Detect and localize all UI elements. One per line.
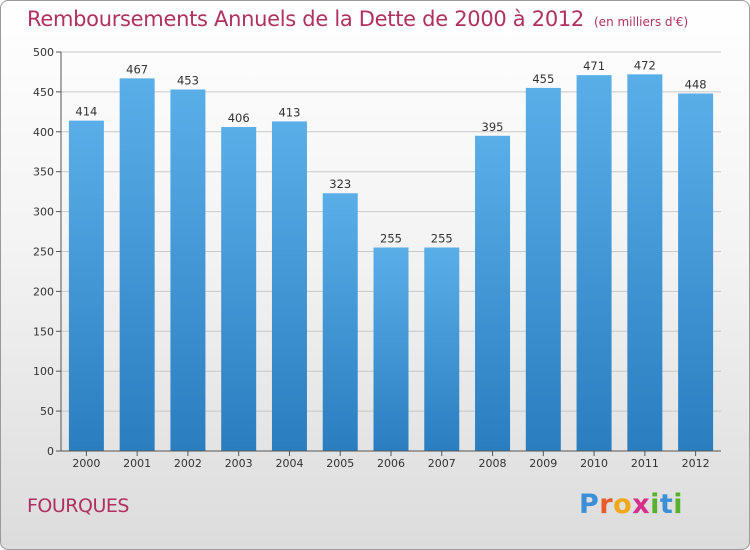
bars: 414 467 453 406 413 323 255 255 395 455 471 472 448 (68, 58, 714, 452)
bar-value-label: 255 (380, 232, 402, 246)
x-axis: 2000 2001 2002 2003 2004 2005 2006 2007 2008 2009… (61, 450, 721, 470)
x-tick-label: 2003 (225, 457, 253, 470)
bar (271, 121, 307, 452)
bar-value-label: 472 (634, 58, 656, 72)
y-tick-label: 0 (47, 445, 54, 458)
x-tick-label: 2001 (123, 457, 151, 470)
chart-unit-note: (en milliers d'€) (594, 15, 689, 29)
y-tick-label: 200 (33, 285, 54, 298)
logo-letter: r (599, 489, 614, 520)
bar (627, 74, 663, 452)
bar-value-label: 413 (278, 105, 300, 119)
logo-letter: i (673, 489, 684, 520)
x-tick-label: 2000 (72, 457, 100, 470)
bar (170, 89, 206, 452)
bar-value-label: 467 (126, 62, 148, 76)
bar (576, 75, 612, 451)
proxiti-logo: Proxiti (579, 489, 683, 520)
x-tick-label: 2005 (326, 457, 354, 470)
bar-value-label: 414 (75, 105, 97, 119)
bar (475, 135, 511, 452)
bar (424, 247, 460, 451)
x-tick-label: 2009 (529, 457, 557, 470)
x-tick-label: 2012 (682, 457, 710, 470)
bar (119, 78, 155, 452)
bar-value-label: 395 (482, 120, 504, 134)
chart-title-text: Remboursements Annuels de la Dette de 20… (27, 7, 584, 31)
y-tick-label: 250 (33, 246, 54, 259)
y-tick-label: 100 (33, 365, 54, 378)
y-axis: 0 50 100 150 200 250 300 350 400 450 500 (33, 46, 62, 458)
x-tick-label: 2010 (580, 457, 608, 470)
x-tick-label: 2007 (428, 457, 456, 470)
logo-letter: i (650, 489, 660, 520)
logo-letter: P (579, 489, 600, 520)
x-tick-label: 2004 (275, 457, 303, 470)
y-tick-label: 400 (33, 126, 54, 139)
town-name: FOURQUES (27, 495, 129, 517)
y-tick-label: 300 (33, 206, 54, 219)
logo-letter: x (632, 489, 651, 520)
bar-value-label: 448 (685, 77, 707, 91)
bar-value-label: 471 (583, 59, 605, 73)
x-tick-label: 2011 (631, 457, 659, 470)
bar (678, 93, 714, 451)
y-tick-label: 150 (33, 325, 54, 338)
logo-letter: o (613, 489, 633, 520)
bar-value-label: 406 (228, 111, 250, 125)
chart-title: Remboursements Annuels de la Dette de 20… (27, 7, 688, 31)
bar (322, 193, 358, 451)
x-tick-label: 2006 (377, 457, 405, 470)
y-tick-label: 50 (40, 405, 54, 418)
bar-value-label: 455 (532, 72, 554, 86)
bar (373, 247, 409, 451)
logo-letter: t (659, 489, 674, 520)
bar-value-label: 323 (329, 177, 351, 191)
y-tick-label: 500 (33, 46, 54, 59)
bar (68, 120, 104, 452)
bar-value-label: 453 (177, 74, 199, 88)
y-tick-label: 450 (33, 86, 54, 99)
x-tick-label: 2002 (174, 457, 202, 470)
y-tick-label: 350 (33, 166, 54, 179)
bar (525, 87, 561, 451)
x-tick-label: 2008 (479, 457, 507, 470)
bar (221, 127, 257, 452)
bar-value-label: 255 (431, 232, 453, 246)
